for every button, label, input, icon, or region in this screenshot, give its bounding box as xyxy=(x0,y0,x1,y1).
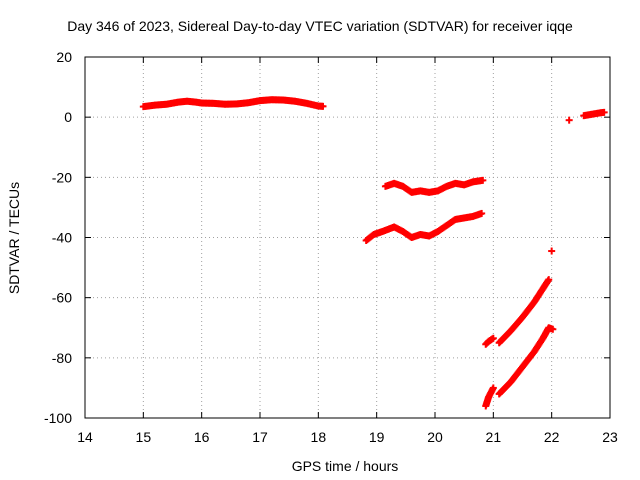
axis-ticks: 14 15 16 17 18 19 20 21 22 23 20 0 -20 -40 -60 -80 -100 xyxy=(44,49,618,445)
data-points xyxy=(139,96,608,410)
x-tick-label: 22 xyxy=(544,429,560,445)
data-point xyxy=(545,276,553,284)
data-point xyxy=(548,247,556,255)
data-segment xyxy=(495,276,553,347)
chart-title: Day 346 of 2023, Sidereal Day-to-day VTE… xyxy=(67,18,573,34)
data-point xyxy=(479,176,487,184)
x-tick-label: 19 xyxy=(369,429,385,445)
grid-layer xyxy=(85,57,610,418)
y-tick-label: -100 xyxy=(44,410,72,426)
data-segment xyxy=(482,334,497,348)
data-segment xyxy=(362,209,486,245)
data-point xyxy=(565,116,573,124)
y-tick-label: 0 xyxy=(64,109,72,125)
data-point xyxy=(489,384,497,392)
data-segment xyxy=(381,176,487,196)
y-tick-label: 20 xyxy=(56,49,72,65)
data-segment xyxy=(495,324,557,398)
y-tick-label: -40 xyxy=(52,230,72,246)
x-tick-label: 16 xyxy=(194,429,210,445)
data-segment xyxy=(548,247,556,255)
data-segment xyxy=(482,384,497,410)
x-tick-label: 14 xyxy=(77,429,93,445)
y-tick-label: -80 xyxy=(52,350,72,366)
data-point xyxy=(319,102,327,110)
data-segment xyxy=(139,96,327,111)
y-axis-label: SDTVAR / TECUs xyxy=(6,182,22,294)
x-axis-label: GPS time / hours xyxy=(292,458,399,474)
plot-frame xyxy=(84,56,611,419)
x-tick-label: 18 xyxy=(311,429,327,445)
data-point xyxy=(600,108,608,116)
data-segment xyxy=(580,108,608,120)
data-segment xyxy=(565,116,573,124)
x-tick-label: 23 xyxy=(602,429,618,445)
data-point xyxy=(478,209,486,217)
x-tick-label: 17 xyxy=(252,429,268,445)
x-tick-label: 21 xyxy=(486,429,502,445)
x-tick-label: 20 xyxy=(427,429,443,445)
y-tick-label: -60 xyxy=(52,290,72,306)
data-point xyxy=(549,325,557,333)
y-tick-label: -20 xyxy=(52,169,72,185)
x-tick-label: 15 xyxy=(136,429,152,445)
data-point xyxy=(489,334,497,342)
